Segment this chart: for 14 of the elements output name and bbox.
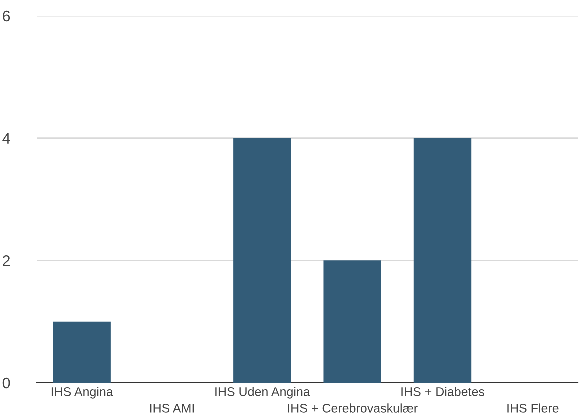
y-tick-label: 0 <box>2 378 10 389</box>
bar <box>324 260 382 383</box>
bar <box>53 322 111 383</box>
y-tick-label: 4 <box>2 133 10 144</box>
x-tick-label: IHS AMI <box>150 404 194 413</box>
bar <box>234 138 292 383</box>
y-tick-label: 2 <box>3 256 10 266</box>
x-tick-label: IHS Flere <box>508 404 559 413</box>
x-tick-label: IHS + Cerebrovaskulær <box>288 404 418 413</box>
x-tick-label: IHS Angina <box>52 387 114 399</box>
bar <box>414 138 472 383</box>
x-tick-label: IHS + Diabetes <box>402 387 485 396</box>
x-tick-label: IHS Uden Angina <box>216 387 310 399</box>
y-tick-label: 6 <box>3 10 10 22</box>
